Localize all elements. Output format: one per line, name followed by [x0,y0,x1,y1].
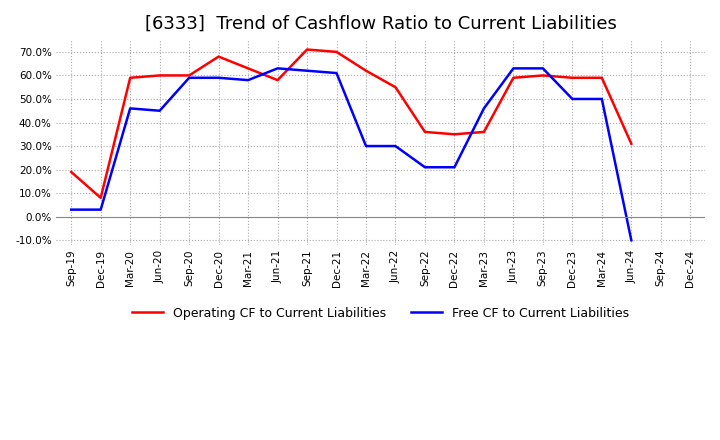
Free CF to Current Liabilities [274,66,282,71]
Line: Operating CF to Current Liabilities: Operating CF to Current Liabilities [71,50,631,198]
Operating CF to Current Liabilities [215,54,223,59]
Free CF to Current Liabilities [598,96,606,102]
Free CF to Current Liabilities [215,75,223,81]
Free CF to Current Liabilities [185,75,194,81]
Operating CF to Current Liabilities [185,73,194,78]
Operating CF to Current Liabilities [627,141,636,147]
Operating CF to Current Liabilities [420,129,429,135]
Free CF to Current Liabilities [627,238,636,243]
Free CF to Current Liabilities [244,77,253,83]
Free CF to Current Liabilities [450,165,459,170]
Operating CF to Current Liabilities [450,132,459,137]
Title: [6333]  Trend of Cashflow Ratio to Current Liabilities: [6333] Trend of Cashflow Ratio to Curren… [145,15,617,33]
Free CF to Current Liabilities [539,66,547,71]
Operating CF to Current Liabilities [126,75,135,81]
Operating CF to Current Liabilities [539,73,547,78]
Free CF to Current Liabilities [302,68,311,73]
Operating CF to Current Liabilities [244,66,253,71]
Free CF to Current Liabilities [96,207,105,212]
Operating CF to Current Liabilities [67,169,76,175]
Free CF to Current Liabilities [568,96,577,102]
Operating CF to Current Liabilities [391,84,400,90]
Operating CF to Current Liabilities [96,195,105,201]
Operating CF to Current Liabilities [302,47,311,52]
Free CF to Current Liabilities [156,108,164,114]
Free CF to Current Liabilities [361,143,370,149]
Operating CF to Current Liabilities [156,73,164,78]
Operating CF to Current Liabilities [480,129,488,135]
Free CF to Current Liabilities [480,106,488,111]
Operating CF to Current Liabilities [361,68,370,73]
Free CF to Current Liabilities [332,70,341,76]
Operating CF to Current Liabilities [568,75,577,81]
Free CF to Current Liabilities [126,106,135,111]
Free CF to Current Liabilities [509,66,518,71]
Line: Free CF to Current Liabilities: Free CF to Current Liabilities [71,68,631,240]
Operating CF to Current Liabilities [598,75,606,81]
Operating CF to Current Liabilities [509,75,518,81]
Legend: Operating CF to Current Liabilities, Free CF to Current Liabilities: Operating CF to Current Liabilities, Fre… [127,302,634,325]
Free CF to Current Liabilities [391,143,400,149]
Free CF to Current Liabilities [67,207,76,212]
Free CF to Current Liabilities [420,165,429,170]
Operating CF to Current Liabilities [274,77,282,83]
Operating CF to Current Liabilities [332,49,341,55]
